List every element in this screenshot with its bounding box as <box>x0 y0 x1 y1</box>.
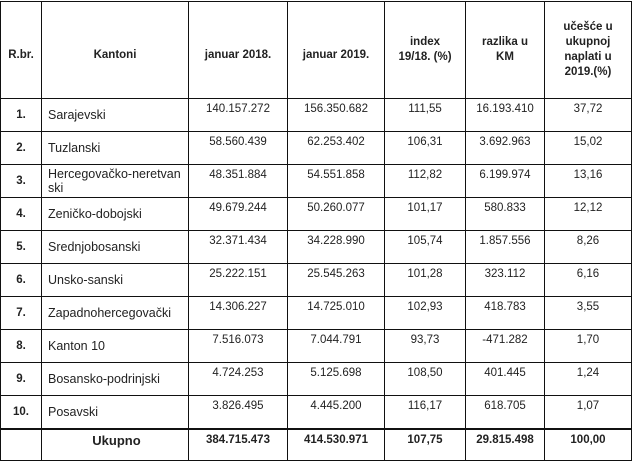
jan2019-value: 5.125.698 <box>287 362 385 396</box>
row-number: 2. <box>0 131 42 165</box>
jan2018-value: 4.724.253 <box>188 362 288 396</box>
total-jan2019: 414.530.971 <box>287 428 385 461</box>
table-row: 5. Srednjobosanski 32.371.434 34.228.990… <box>0 230 632 264</box>
index-value: 111,55 <box>384 98 466 132</box>
canton-name: Posavski <box>41 395 189 430</box>
table-row: 4. Zeničko-dobojski 49.679.244 50.260.07… <box>0 197 632 231</box>
jan2019-value: 25.545.263 <box>287 263 385 297</box>
razlika-value: 580.833 <box>465 197 545 231</box>
header-index: index 19/18. (%) <box>384 1 466 99</box>
razlika-value: 1.857.556 <box>465 230 545 264</box>
index-value: 102,93 <box>384 296 466 330</box>
jan2018-value: 3.826.495 <box>188 395 288 430</box>
row-number: 10. <box>0 395 42 430</box>
total-razlika: 29.815.498 <box>465 428 545 461</box>
jan2018-value: 140.157.272 <box>188 98 288 132</box>
index-value: 116,17 <box>384 395 466 430</box>
razlika-value: 323.112 <box>465 263 545 297</box>
table-row: 8. Kanton 10 7.516.073 7.044.791 93,73 -… <box>0 329 632 363</box>
row-number: 6. <box>0 263 42 297</box>
row-number: 4. <box>0 197 42 231</box>
row-number: 3. <box>0 164 42 198</box>
jan2019-value: 50.260.077 <box>287 197 385 231</box>
jan2019-value: 4.445.200 <box>287 395 385 430</box>
razlika-value: 3.692.963 <box>465 131 545 165</box>
ucesce-value: 3,55 <box>544 296 632 330</box>
ucesce-value: 1,07 <box>544 395 632 430</box>
ucesce-value: 15,02 <box>544 131 632 165</box>
canton-name: Unsko-sanski <box>41 263 189 297</box>
total-index: 107,75 <box>384 428 466 461</box>
row-number: 7. <box>0 296 42 330</box>
jan2019-value: 7.044.791 <box>287 329 385 363</box>
ucesce-value: 1,24 <box>544 362 632 396</box>
row-number: 5. <box>0 230 42 264</box>
ucesce-value: 8,26 <box>544 230 632 264</box>
index-value: 108,50 <box>384 362 466 396</box>
canton-name: Bosansko-podrinjski <box>41 362 189 396</box>
total-ucesce: 100,00 <box>544 428 632 461</box>
razlika-value: 418.783 <box>465 296 545 330</box>
canton-name: Tuzlanski <box>41 131 189 165</box>
razlika-value: 401.445 <box>465 362 545 396</box>
canton-name: Zapadnohercegovački <box>41 296 189 330</box>
ucesce-value: 1,70 <box>544 329 632 363</box>
total-row: Ukupno 384.715.473 414.530.971 107,75 29… <box>0 428 632 461</box>
jan2019-value: 62.253.402 <box>287 131 385 165</box>
jan2018-value: 49.679.244 <box>188 197 288 231</box>
jan2018-value: 14.306.227 <box>188 296 288 330</box>
razlika-value: 6.199.974 <box>465 164 545 198</box>
jan2018-value: 25.222.151 <box>188 263 288 297</box>
jan2019-value: 54.551.858 <box>287 164 385 198</box>
razlika-value: 16.193.410 <box>465 98 545 132</box>
index-value: 112,82 <box>384 164 466 198</box>
canton-name: Sarajevski <box>41 98 189 132</box>
jan2018-value: 32.371.434 <box>188 230 288 264</box>
header-ucesce: učešće u ukupnoj naplati u 2019.(%) <box>544 1 632 99</box>
row-number: 1. <box>0 98 42 132</box>
index-value: 105,74 <box>384 230 466 264</box>
header-row: R.br. Kantoni januar 2018. januar 2019. … <box>0 1 632 99</box>
total-jan2018: 384.715.473 <box>188 428 288 461</box>
table-row: 10. Posavski 3.826.495 4.445.200 116,17 … <box>0 395 632 430</box>
table-row: 3. Hercegovačko-neretvanski 48.351.884 5… <box>0 164 632 198</box>
razlika-value: 618.705 <box>465 395 545 430</box>
jan2018-value: 7.516.073 <box>188 329 288 363</box>
row-number: 8. <box>0 329 42 363</box>
jan2018-value: 48.351.884 <box>188 164 288 198</box>
table-row: 9. Bosansko-podrinjski 4.724.253 5.125.6… <box>0 362 632 396</box>
ucesce-value: 6,16 <box>544 263 632 297</box>
jan2019-value: 34.228.990 <box>287 230 385 264</box>
jan2019-value: 14.725.010 <box>287 296 385 330</box>
header-razlika: razlika u KM <box>465 1 545 99</box>
ucesce-value: 13,16 <box>544 164 632 198</box>
total-rbr-empty <box>0 428 42 461</box>
header-kantoni: Kantoni <box>41 1 189 99</box>
index-value: 101,17 <box>384 197 466 231</box>
jan2018-value: 58.560.439 <box>188 131 288 165</box>
total-label: Ukupno <box>41 428 189 461</box>
table-row: 1. Sarajevski 140.157.272 156.350.682 11… <box>0 98 632 132</box>
row-number: 9. <box>0 362 42 396</box>
jan2019-value: 156.350.682 <box>287 98 385 132</box>
canton-name: Hercegovačko-neretvanski <box>41 164 189 198</box>
ucesce-value: 12,12 <box>544 197 632 231</box>
ucesce-value: 37,72 <box>544 98 632 132</box>
razlika-value: -471.282 <box>465 329 545 363</box>
table-row: 2. Tuzlanski 58.560.439 62.253.402 106,3… <box>0 131 632 165</box>
table-row: 6. Unsko-sanski 25.222.151 25.545.263 10… <box>0 263 632 297</box>
index-value: 106,31 <box>384 131 466 165</box>
canton-name: Srednjobosanski <box>41 230 189 264</box>
index-value: 93,73 <box>384 329 466 363</box>
header-jan2019: januar 2019. <box>287 1 385 99</box>
index-value: 101,28 <box>384 263 466 297</box>
table-row: 7. Zapadnohercegovački 14.306.227 14.725… <box>0 296 632 330</box>
canton-name: Kanton 10 <box>41 329 189 363</box>
header-rbr: R.br. <box>0 1 42 99</box>
header-jan2018: januar 2018. <box>188 1 288 99</box>
canton-name: Zeničko-dobojski <box>41 197 189 231</box>
